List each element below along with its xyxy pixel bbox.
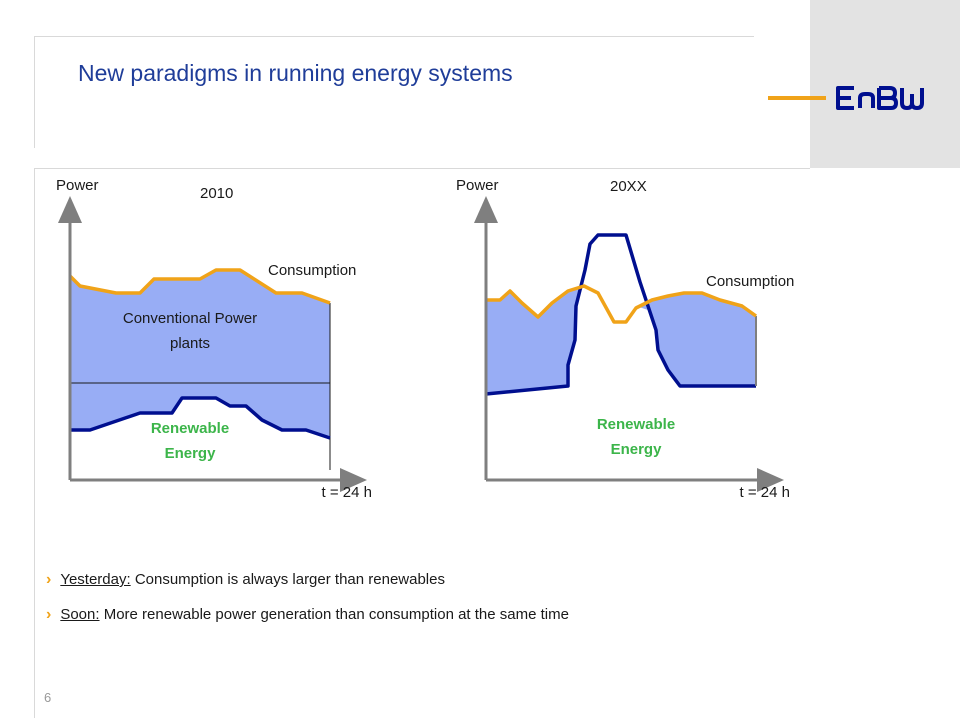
- bullet-term: Soon:: [60, 606, 100, 623]
- right-renewable-line: [485, 233, 756, 396]
- left-renewable-line: [70, 396, 331, 440]
- chevron-right-icon: ›: [46, 606, 52, 623]
- right-chart: [474, 196, 784, 492]
- chevron-right-icon: ›: [46, 571, 52, 588]
- frame-line-top: [34, 36, 754, 37]
- bullet-term: Yesterday:: [60, 571, 131, 588]
- left-conventional-label: Conventional Power plants: [122, 310, 258, 352]
- frame-line-left-bottom: [34, 168, 35, 718]
- left-year-label: 2010: [200, 185, 234, 202]
- left-renewable-label: Renewable Energy: [150, 420, 230, 462]
- frame-line-left-top: [34, 36, 35, 148]
- right-area-left: [486, 286, 580, 394]
- right-y-axis-label: Power: [456, 177, 499, 194]
- right-year-label: 20XX: [610, 178, 647, 195]
- right-area-right: [636, 293, 756, 386]
- left-conventional-area: [70, 270, 330, 383]
- content-background: [810, 168, 960, 720]
- right-consumption-label: Consumption: [706, 273, 795, 290]
- bullet-text: Consumption is always larger than renewa…: [130, 571, 445, 588]
- left-chart: [58, 196, 367, 492]
- bullet-text: More renewable power generation than con…: [99, 606, 569, 623]
- left-y-axis-label: Power: [56, 177, 99, 194]
- left-x-axis-label: t = 24 h: [321, 484, 372, 501]
- bullet-yesterday: › Yesterday: Consumption is always larger…: [46, 571, 445, 589]
- slide-title: New paradigms in running energy systems: [78, 60, 513, 86]
- bullet-soon: › Soon: More renewable power generation t…: [46, 606, 569, 624]
- left-consumption-line: [68, 268, 331, 305]
- left-consumption-label: Consumption: [268, 262, 357, 279]
- frame-line-middle: [34, 168, 810, 169]
- enbw-logo: [768, 86, 924, 111]
- page-number: 6: [44, 690, 52, 705]
- right-x-axis-label: t = 24 h: [739, 484, 790, 501]
- right-renewable-label: Renewable Energy: [596, 416, 676, 458]
- right-consumption-line: [486, 284, 758, 324]
- left-renewable-area: [70, 383, 330, 438]
